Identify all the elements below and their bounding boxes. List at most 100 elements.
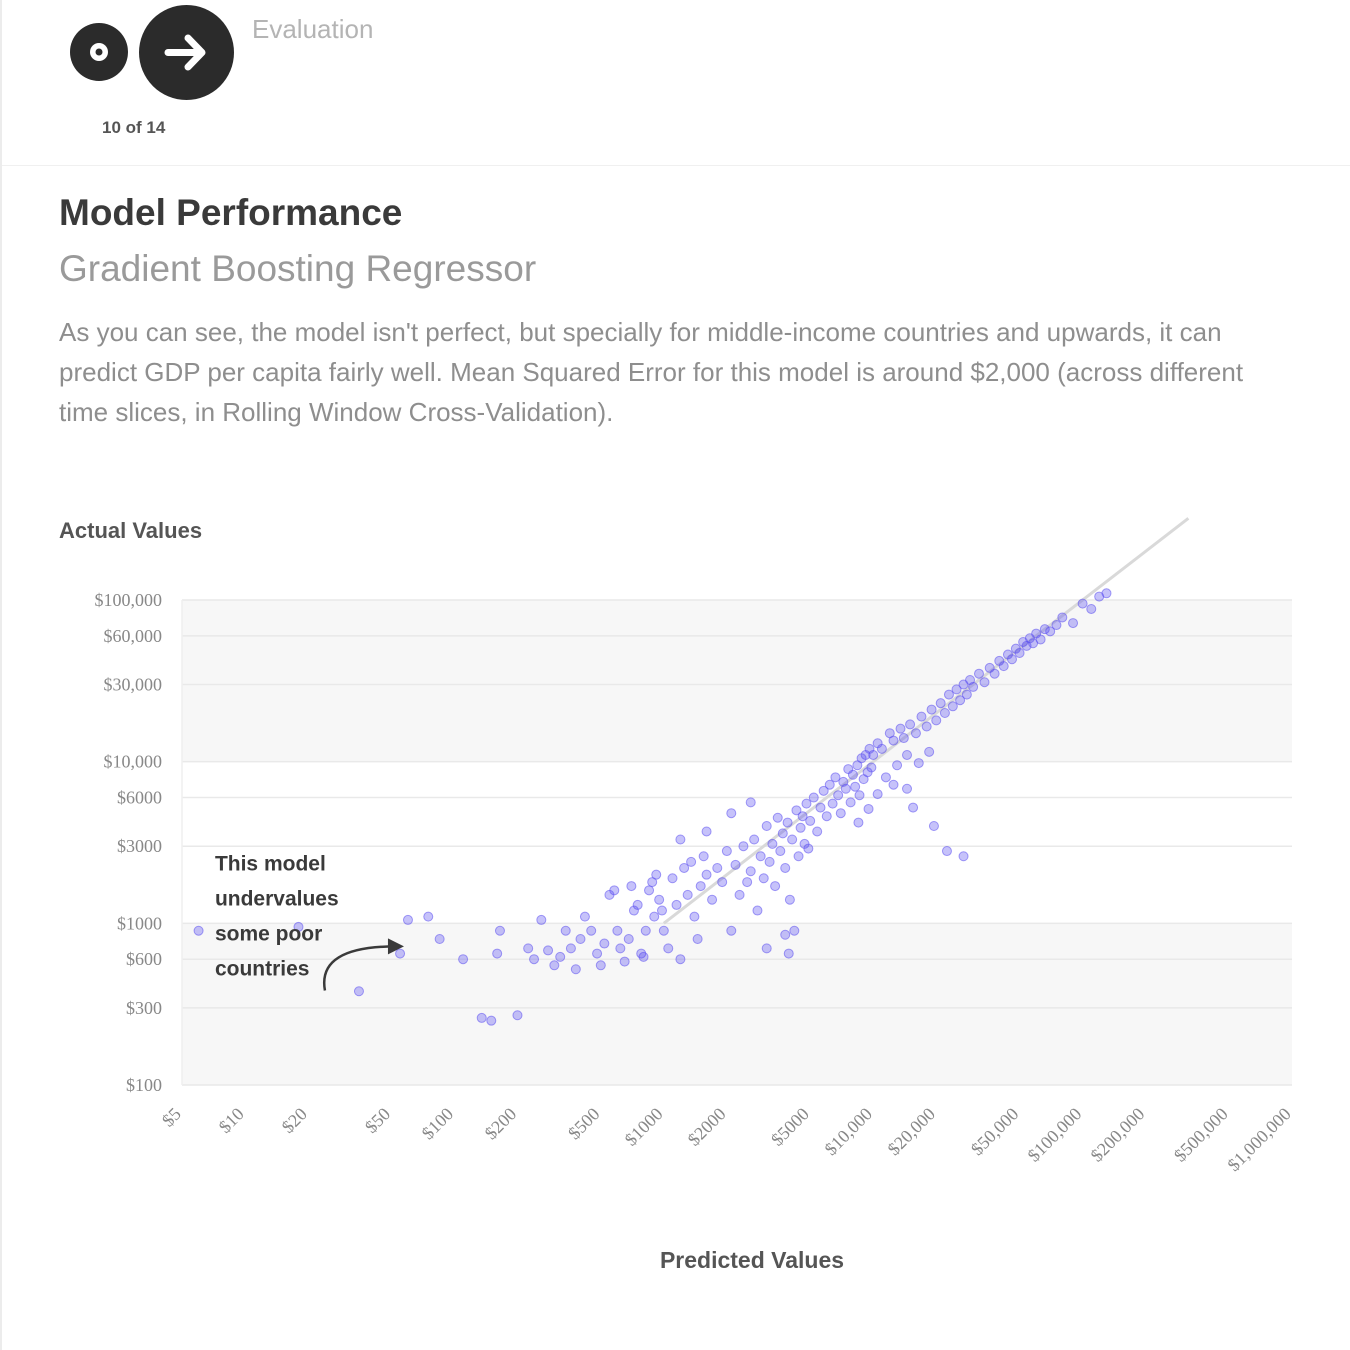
data-point xyxy=(979,677,990,688)
chart-bands xyxy=(182,600,1292,1085)
data-point xyxy=(592,948,603,959)
annotation-text-line: undervalues xyxy=(215,888,339,911)
data-point xyxy=(1068,618,1079,629)
y-tick-label: $100 xyxy=(126,1075,162,1095)
data-point xyxy=(803,843,814,854)
data-point xyxy=(905,719,916,730)
data-point xyxy=(742,877,753,888)
data-point xyxy=(632,899,643,910)
x-tick-label: $100,000 xyxy=(1024,1104,1086,1166)
data-point xyxy=(667,873,678,884)
data-point xyxy=(955,695,966,706)
data-point xyxy=(640,925,651,936)
x-axis-title: Predicted Values xyxy=(660,1247,844,1273)
data-point xyxy=(866,762,877,773)
data-point xyxy=(721,846,732,857)
data-point xyxy=(868,749,879,760)
data-point xyxy=(892,760,903,771)
data-point xyxy=(726,808,737,819)
data-point xyxy=(758,873,769,884)
data-point xyxy=(193,925,204,936)
data-point xyxy=(701,869,712,880)
data-point xyxy=(1035,634,1046,645)
data-point xyxy=(1057,612,1068,623)
data-point xyxy=(847,769,858,780)
x-tick-label: $500,000 xyxy=(1170,1104,1232,1166)
annotation-text-line: This model xyxy=(215,853,326,876)
y-tick-label: $30,000 xyxy=(104,675,163,695)
section-label: Evaluation xyxy=(252,14,374,44)
data-point xyxy=(649,911,660,922)
data-point xyxy=(682,889,693,900)
data-point xyxy=(698,851,709,862)
data-point xyxy=(623,934,634,945)
x-tick-label: $1000 xyxy=(621,1104,667,1150)
data-point xyxy=(656,905,667,916)
data-point xyxy=(872,789,883,800)
data-point xyxy=(492,948,503,959)
chart-band xyxy=(182,600,1292,762)
data-point xyxy=(749,834,760,845)
data-point xyxy=(671,899,682,910)
data-point xyxy=(689,911,700,922)
data-point xyxy=(675,834,686,845)
x-tick-label: $10 xyxy=(215,1104,248,1137)
x-tick-label: $1,000,000 xyxy=(1223,1104,1294,1175)
data-point xyxy=(961,689,972,700)
data-point xyxy=(787,834,798,845)
data-point xyxy=(783,948,794,959)
x-tick-label: $100 xyxy=(418,1104,458,1144)
data-point xyxy=(353,986,364,997)
data-point xyxy=(916,711,927,722)
x-tick-label: $20,000 xyxy=(884,1104,940,1160)
data-point xyxy=(686,856,697,867)
data-point xyxy=(761,943,772,954)
data-point xyxy=(609,885,620,896)
data-point xyxy=(695,881,706,892)
data-point xyxy=(924,746,935,757)
data-point xyxy=(1045,626,1056,637)
data-point xyxy=(910,728,921,739)
step-counter: 10 of 14 xyxy=(102,118,166,137)
data-point xyxy=(486,1015,497,1026)
previous-step-button[interactable] xyxy=(70,23,128,81)
data-point xyxy=(958,851,969,862)
x-tick-label: $200 xyxy=(481,1104,521,1144)
x-tick-label: $50 xyxy=(361,1104,394,1137)
data-point xyxy=(458,954,469,965)
x-tick-label: $200,000 xyxy=(1087,1104,1149,1166)
data-point xyxy=(821,811,832,822)
data-point xyxy=(973,668,984,679)
arrow-right-icon xyxy=(164,34,206,71)
y-axis-title: Actual Values xyxy=(59,518,203,543)
data-point xyxy=(619,956,630,967)
data-point xyxy=(476,1012,487,1023)
data-point xyxy=(595,960,606,971)
data-point xyxy=(1014,648,1025,659)
data-point xyxy=(902,749,913,760)
data-point xyxy=(745,866,756,877)
data-point xyxy=(845,797,856,808)
next-step-button[interactable] xyxy=(139,5,234,100)
data-point xyxy=(599,938,610,949)
data-point xyxy=(921,721,932,732)
chart-annotation: This model undervalues some poor countries xyxy=(215,853,404,991)
data-point xyxy=(536,914,547,925)
data-point xyxy=(998,661,1009,672)
data-point xyxy=(529,954,540,965)
data-point xyxy=(818,785,829,796)
data-point xyxy=(850,781,861,792)
data-point xyxy=(658,925,669,936)
data-point xyxy=(830,772,841,783)
data-point xyxy=(738,841,749,852)
y-tick-label: $60,000 xyxy=(104,626,163,646)
x-axis-ticks: $5 $10 $20 $50 $100 $200 $500 $1000 $2000 $5000 $1… xyxy=(158,1104,1295,1175)
data-point xyxy=(565,943,576,954)
data-point xyxy=(902,783,913,794)
y-tick-label: $6000 xyxy=(117,788,162,808)
data-point xyxy=(692,934,703,945)
data-point xyxy=(579,911,590,922)
reference-line xyxy=(662,517,1190,925)
page-title: Model Performance xyxy=(59,192,403,233)
